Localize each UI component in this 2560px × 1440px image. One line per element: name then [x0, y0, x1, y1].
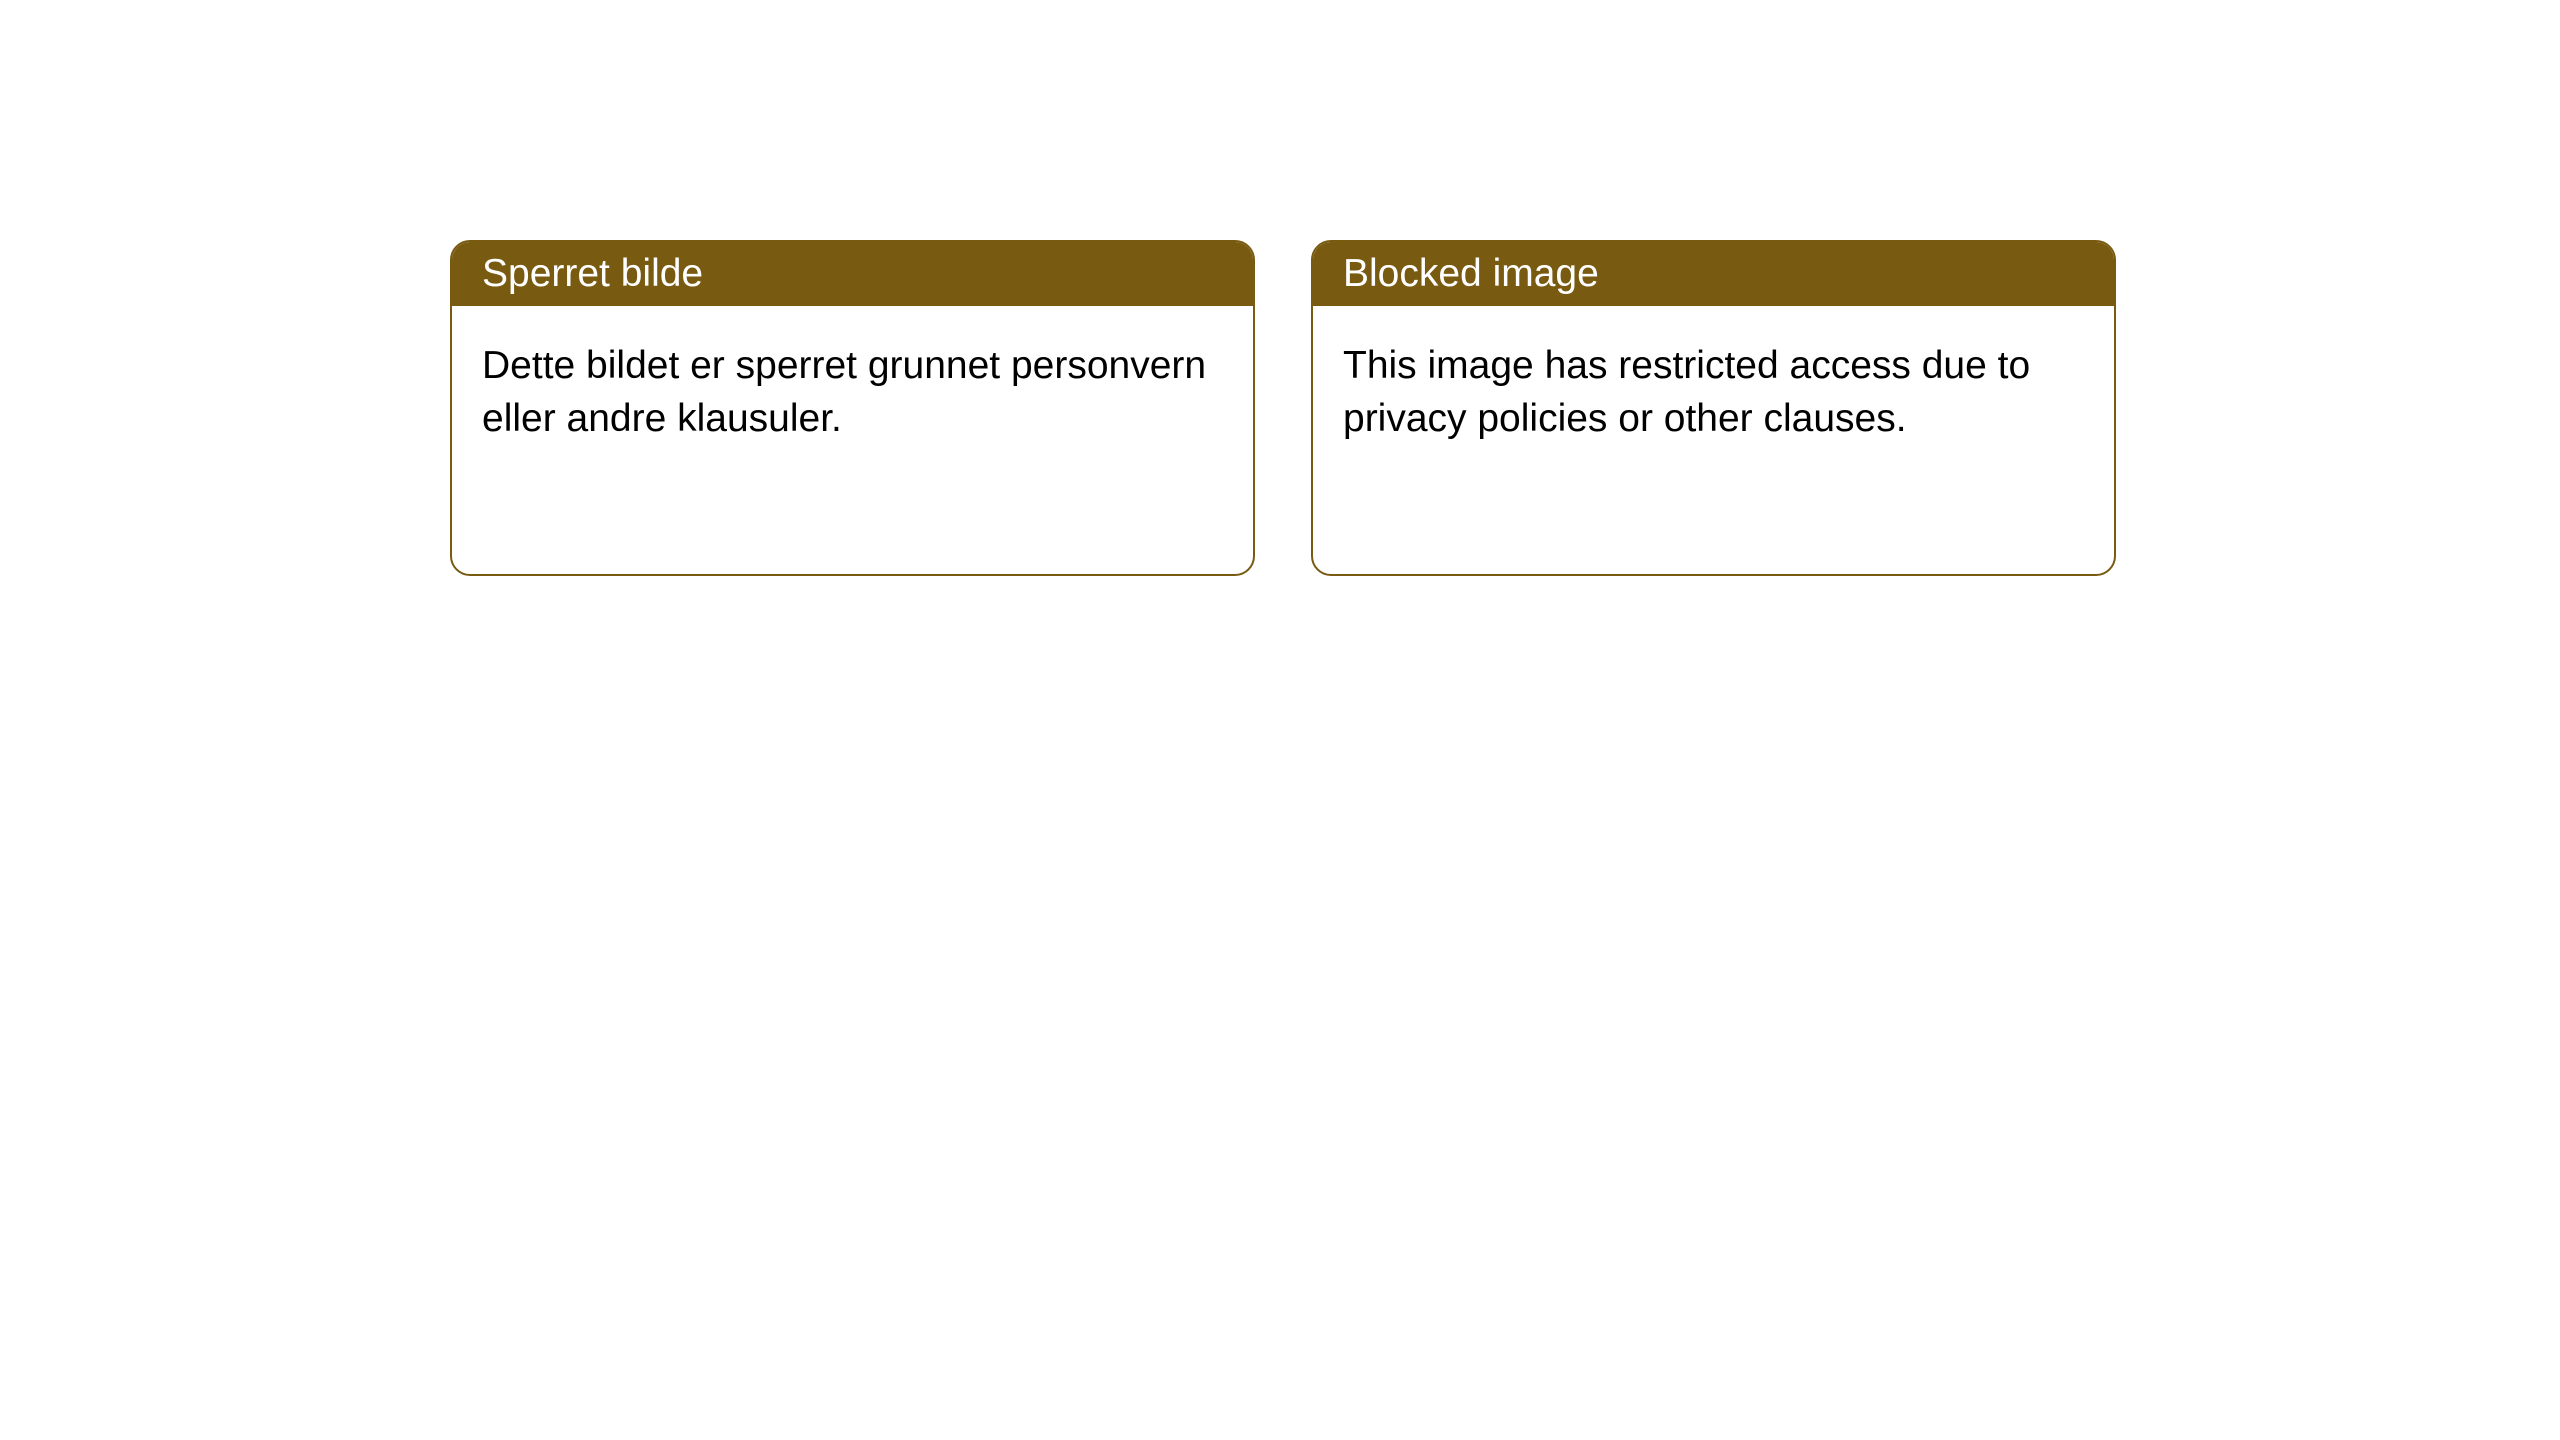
- card-header-no: Sperret bilde: [452, 242, 1253, 306]
- card-body-no: Dette bildet er sperret grunnet personve…: [452, 306, 1253, 479]
- card-body-en: This image has restricted access due to …: [1313, 306, 2114, 479]
- blocked-image-card-en: Blocked image This image has restricted …: [1311, 240, 2116, 576]
- card-container: Sperret bilde Dette bildet er sperret gr…: [0, 0, 2560, 576]
- blocked-image-card-no: Sperret bilde Dette bildet er sperret gr…: [450, 240, 1255, 576]
- card-header-en: Blocked image: [1313, 242, 2114, 306]
